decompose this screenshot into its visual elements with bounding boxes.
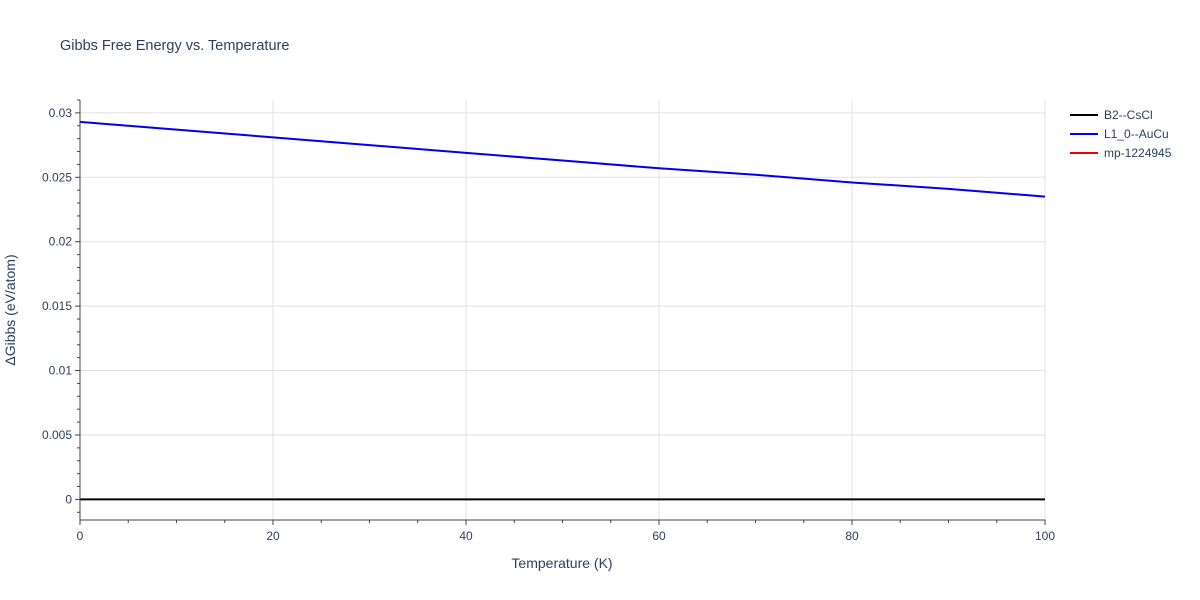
legend-label: L1_0--AuCu xyxy=(1104,127,1169,141)
chart-title: Gibbs Free Energy vs. Temperature xyxy=(60,38,289,54)
y-tick-label: 0.02 xyxy=(49,235,73,249)
series-line-l1-0-aucu xyxy=(79,120,1046,198)
y-tick-label: 0.01 xyxy=(49,364,73,378)
axes xyxy=(75,99,1046,525)
x-tick-label: 0 xyxy=(77,529,84,543)
legend-item[interactable]: L1_0--AuCu xyxy=(1070,127,1169,141)
y-tick-label: 0.03 xyxy=(49,106,73,120)
x-tick-label: 80 xyxy=(845,529,859,543)
y-tick-label: 0 xyxy=(65,492,72,506)
y-tick-label: 0.005 xyxy=(42,428,72,442)
x-tick-label: 60 xyxy=(652,529,666,543)
y-axis-title: ΔGibbs (eV/atom) xyxy=(2,254,18,365)
legend: B2--CsCl L1_0--AuCu mp-1224945 xyxy=(1070,108,1172,160)
series-group xyxy=(79,120,1046,501)
y-tick-label: 0.015 xyxy=(42,299,72,313)
legend-item[interactable]: mp-1224945 xyxy=(1070,146,1172,160)
x-tick-label: 20 xyxy=(266,529,280,543)
tick-labels: 0 20 40 60 80 100 0 0.005 0.01 0.015 0.02 0.025 0.03 xyxy=(42,106,1055,543)
legend-label: B2--CsCl xyxy=(1104,108,1153,122)
legend-item[interactable]: B2--CsCl xyxy=(1070,108,1153,122)
grid xyxy=(80,100,1046,520)
y-tick-label: 0.025 xyxy=(42,170,72,184)
x-tick-label: 40 xyxy=(459,529,473,543)
x-axis-title: Temperature (K) xyxy=(511,555,612,571)
x-tick-label: 100 xyxy=(1035,529,1055,543)
legend-label: mp-1224945 xyxy=(1104,146,1172,160)
